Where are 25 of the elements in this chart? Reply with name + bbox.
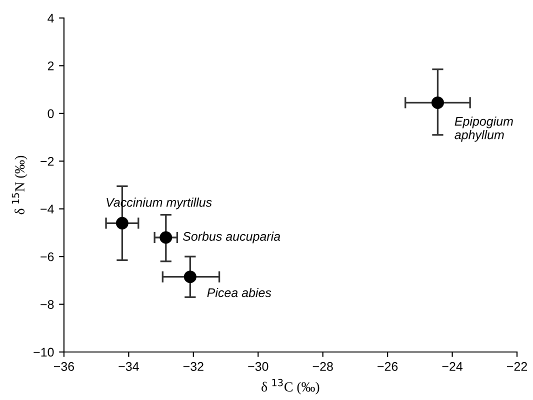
x-tick-label: −32 (183, 362, 204, 371)
y-tick-label: −8 (40, 300, 54, 309)
annotation: Picea abies (207, 288, 272, 298)
y-tick-label: −4 (40, 204, 54, 214)
x-tick-label: −36 (54, 362, 74, 371)
y-tick-label: −2 (40, 156, 54, 166)
x-tick-label: −34 (118, 362, 139, 371)
point (160, 231, 172, 244)
point (431, 96, 444, 109)
x-tick-label: −30 (248, 362, 268, 371)
x-tick-label: −22 (507, 362, 527, 371)
annotation: Sorbus aucuparia (182, 232, 280, 244)
x-axis-title: δ $^{13}$C (‰) (262, 378, 320, 394)
annotation: Epipogium aphyllum (454, 116, 513, 142)
y-tick-label: 4 (48, 14, 54, 23)
y-tick-label: −6 (40, 252, 54, 262)
y-tick-label: 0 (48, 109, 54, 118)
point (184, 270, 196, 284)
x-tick-label: −24 (442, 362, 463, 371)
y-tick-label: 2 (48, 62, 54, 70)
y-axis-title: δ $^{15}$N (‰) (12, 156, 28, 214)
point (116, 216, 128, 230)
y-tick-label: −10 (34, 348, 54, 357)
x-tick-label: −26 (378, 362, 398, 371)
x-tick-label: −28 (312, 362, 333, 371)
